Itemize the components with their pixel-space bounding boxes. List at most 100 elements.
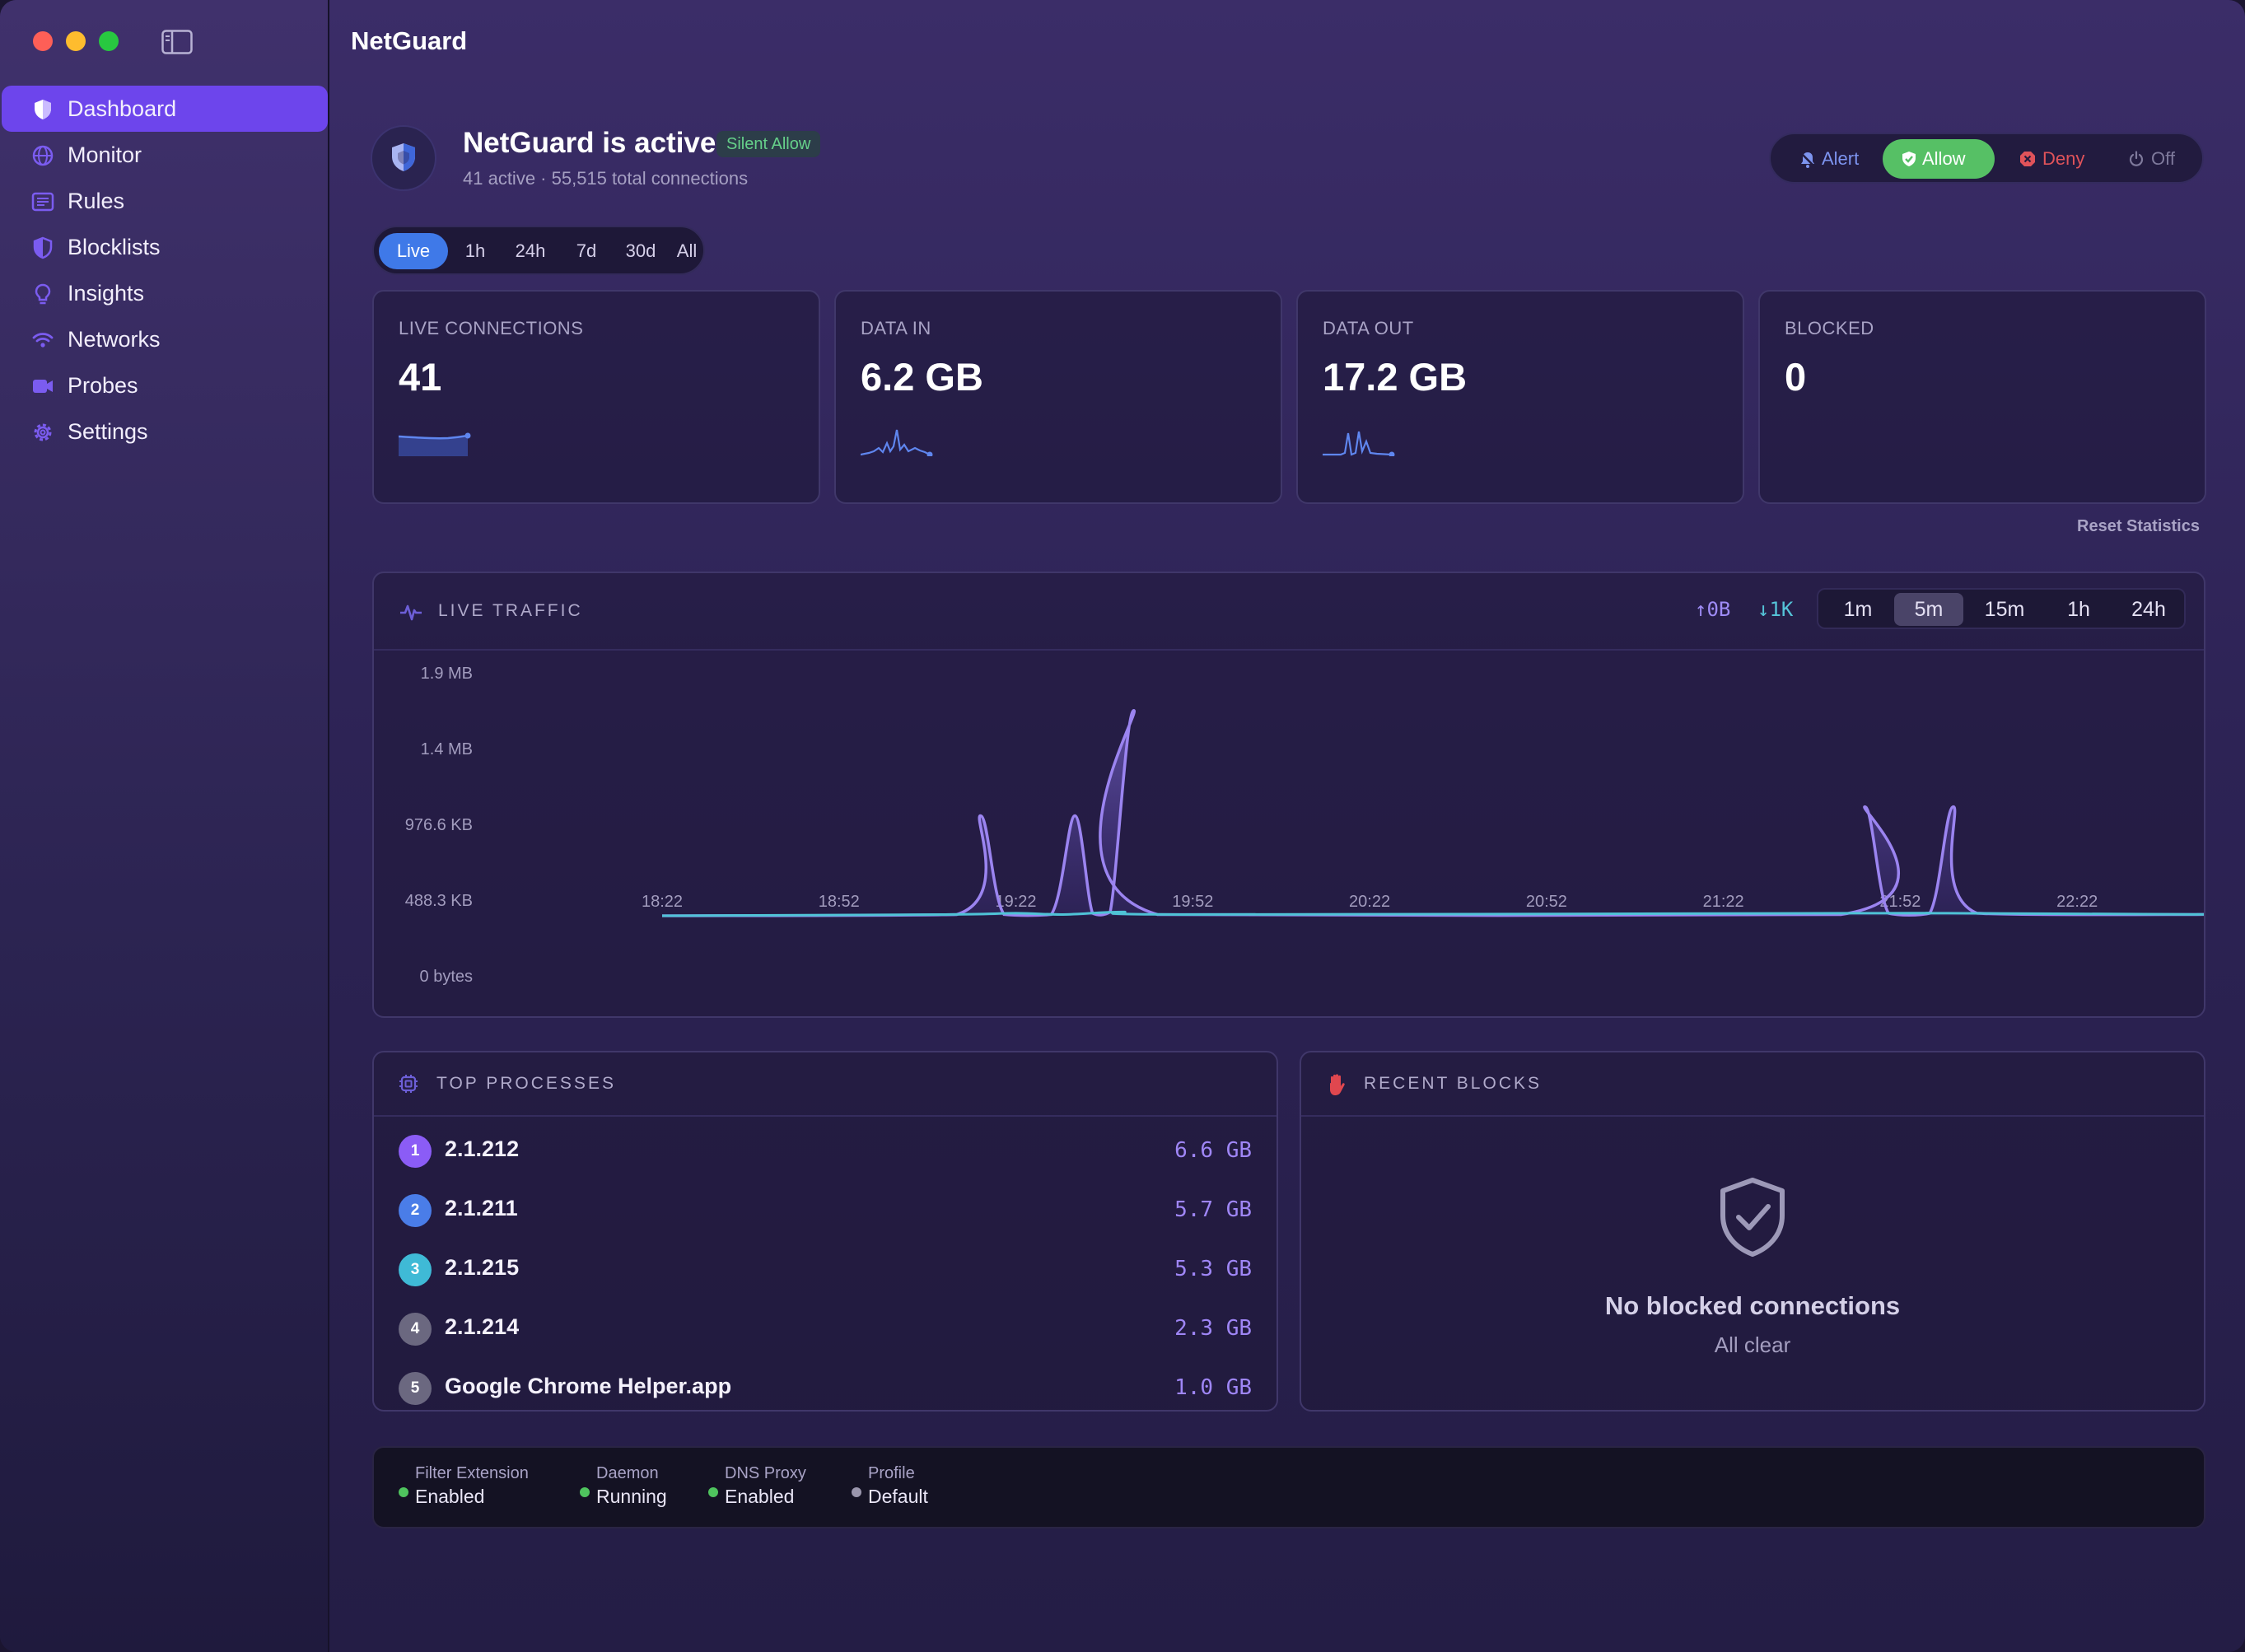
mode-deny-button[interactable]: Deny	[2014, 139, 2105, 179]
recent-blocks-title: RECENT BLOCKS	[1364, 1074, 1542, 1093]
process-usage: 5.3 GB	[1174, 1257, 1252, 1281]
time-range-tabs: Live 1h 24h 7d 30d All	[372, 226, 705, 275]
traffic-series-line	[661, 910, 2204, 917]
range-tab-30d[interactable]: 30d	[625, 240, 656, 261]
sidebar-item-monitor[interactable]: Monitor	[2, 132, 329, 178]
check-shield-icon	[1720, 1178, 1785, 1257]
sidebar-item-insights[interactable]: Insights	[2, 270, 329, 316]
close-window-button[interactable]	[33, 31, 53, 51]
panel-divider	[1301, 1115, 2204, 1117]
stat-card-blocked: BLOCKED 0	[1758, 290, 2206, 504]
process-rank: 2	[399, 1194, 432, 1227]
process-row[interactable]: 4 2.1.214 2.3 GB	[374, 1298, 1277, 1357]
stat-label: DATA OUT	[1323, 318, 1414, 338]
range-tab-live[interactable]: Live	[379, 233, 448, 269]
range-tab-all[interactable]: All	[676, 240, 698, 261]
stat-value: 0	[1785, 355, 1807, 399]
process-row[interactable]: 1 2.1.212 6.6 GB	[374, 1120, 1277, 1179]
globe-icon	[32, 145, 54, 166]
traffic-area	[662, 710, 2204, 916]
x-tick-label: 21:52	[1879, 893, 1921, 911]
sidebar: Dashboard Monitor Rules	[0, 0, 329, 1652]
sidebar-toggle-icon[interactable]	[161, 30, 193, 54]
gear-icon	[34, 423, 52, 441]
mode-badge: Silent Allow	[716, 131, 821, 157]
mode-alert-button[interactable]: Alert	[1794, 139, 1883, 179]
hand-stop-icon	[1330, 1074, 1345, 1095]
half-shield-icon	[33, 236, 53, 259]
process-rank: 1	[399, 1135, 432, 1168]
status-label: Daemon	[596, 1464, 659, 1482]
sparkline	[399, 432, 471, 456]
panel-divider	[374, 649, 2204, 651]
sidebar-item-label: Settings	[68, 418, 148, 444]
power-icon	[2129, 151, 2144, 166]
sparkline	[861, 429, 933, 456]
x-tick-label: 21:22	[1703, 893, 1744, 911]
process-rank: 4	[399, 1313, 432, 1346]
x-tick-label: 22:22	[2056, 893, 2098, 911]
live-traffic-panel: LIVE TRAFFIC ↑0B ↓1K 1m 5m 15m 1h 24h 1.…	[372, 572, 2205, 1018]
process-row[interactable]: 2 2.1.211 5.7 GB	[374, 1179, 1277, 1239]
window-tab-15m[interactable]: 15m	[1984, 598, 2025, 621]
process-row[interactable]: 5 Google Chrome Helper.app 1.0 GB	[374, 1357, 1277, 1416]
process-usage: 5.7 GB	[1174, 1197, 1252, 1222]
live-traffic-title: LIVE TRAFFIC	[438, 601, 583, 620]
shield-icon	[392, 143, 415, 171]
check-shield-icon	[1902, 152, 1916, 166]
process-name: 2.1.215	[445, 1255, 520, 1280]
chart-window-tabs: 1m 5m 15m 1h 24h	[1817, 588, 2186, 629]
range-tab-1h[interactable]: 1h	[464, 240, 486, 261]
sidebar-item-label: Monitor	[68, 142, 142, 167]
y-tick-label: 1.4 MB	[421, 740, 473, 758]
window-tab-5m[interactable]: 5m	[1894, 593, 1963, 626]
process-row[interactable]: 3 2.1.215 5.3 GB	[374, 1239, 1277, 1298]
x-tick-label: 19:22	[996, 893, 1037, 911]
window-tab-1h[interactable]: 1h	[2067, 598, 2090, 621]
stat-label: LIVE CONNECTIONS	[399, 318, 584, 338]
status-label: Filter Extension	[415, 1464, 529, 1482]
status-dot	[852, 1487, 861, 1497]
sidebar-item-blocklists[interactable]: Blocklists	[2, 224, 329, 270]
top-processes-panel: TOP PROCESSES 1 2.1.212 6.6 GB 2 2.1.211…	[372, 1051, 1278, 1412]
sidebar-item-label: Blocklists	[68, 234, 161, 259]
status-value: Running	[596, 1486, 667, 1507]
top-processes-title: TOP PROCESSES	[436, 1074, 616, 1093]
status-value: Enabled	[415, 1486, 485, 1507]
sidebar-item-rules[interactable]: Rules	[2, 178, 329, 224]
stat-label: DATA IN	[861, 318, 931, 338]
range-tab-7d[interactable]: 7d	[576, 240, 597, 261]
stop-icon	[2020, 152, 2035, 166]
status-value: Enabled	[725, 1486, 795, 1507]
range-tab-24h[interactable]: 24h	[515, 240, 546, 261]
mode-off-button[interactable]: Off	[2123, 139, 2197, 179]
bell-icon	[1799, 152, 1816, 168]
sidebar-item-settings[interactable]: Settings	[2, 408, 329, 455]
x-tick-label: 20:22	[1349, 893, 1390, 911]
sidebar-item-networks[interactable]: Networks	[2, 316, 329, 362]
status-shield	[371, 125, 436, 191]
sparkline	[1323, 431, 1395, 456]
minimize-window-button[interactable]	[66, 31, 86, 51]
stat-label: BLOCKED	[1785, 318, 1874, 338]
process-name: 2.1.212	[445, 1136, 520, 1161]
traffic-series-line	[661, 708, 2204, 917]
sidebar-item-dashboard[interactable]: Dashboard	[2, 86, 328, 132]
window-tab-24h[interactable]: 24h	[2131, 598, 2166, 621]
mode-allow-button[interactable]: Allow	[1883, 139, 1995, 179]
process-name: Google Chrome Helper.app	[445, 1374, 732, 1398]
y-tick-label: 976.6 KB	[405, 816, 473, 834]
probe-icon	[33, 380, 53, 393]
stat-card-live-connections: LIVE CONNECTIONS 41	[372, 290, 820, 504]
sidebar-item-probes[interactable]: Probes	[2, 362, 329, 408]
reset-statistics-button[interactable]: Reset Statistics	[2077, 517, 2200, 535]
status-dot	[708, 1487, 718, 1497]
status-dot	[399, 1487, 408, 1497]
live-traffic-chart: 1.9 MB 1.4 MB 976.6 KB 488.3 KB 0 bytes 18:2…	[405, 665, 2204, 986]
stat-card-data-in: DATA IN 6.2 GB	[834, 290, 1282, 504]
mode-switch: Alert Allow Deny	[1769, 133, 2204, 184]
zoom-window-button[interactable]	[99, 31, 119, 51]
window-tab-1m[interactable]: 1m	[1843, 598, 1873, 621]
mode-alert-label: Alert	[1822, 148, 1860, 169]
